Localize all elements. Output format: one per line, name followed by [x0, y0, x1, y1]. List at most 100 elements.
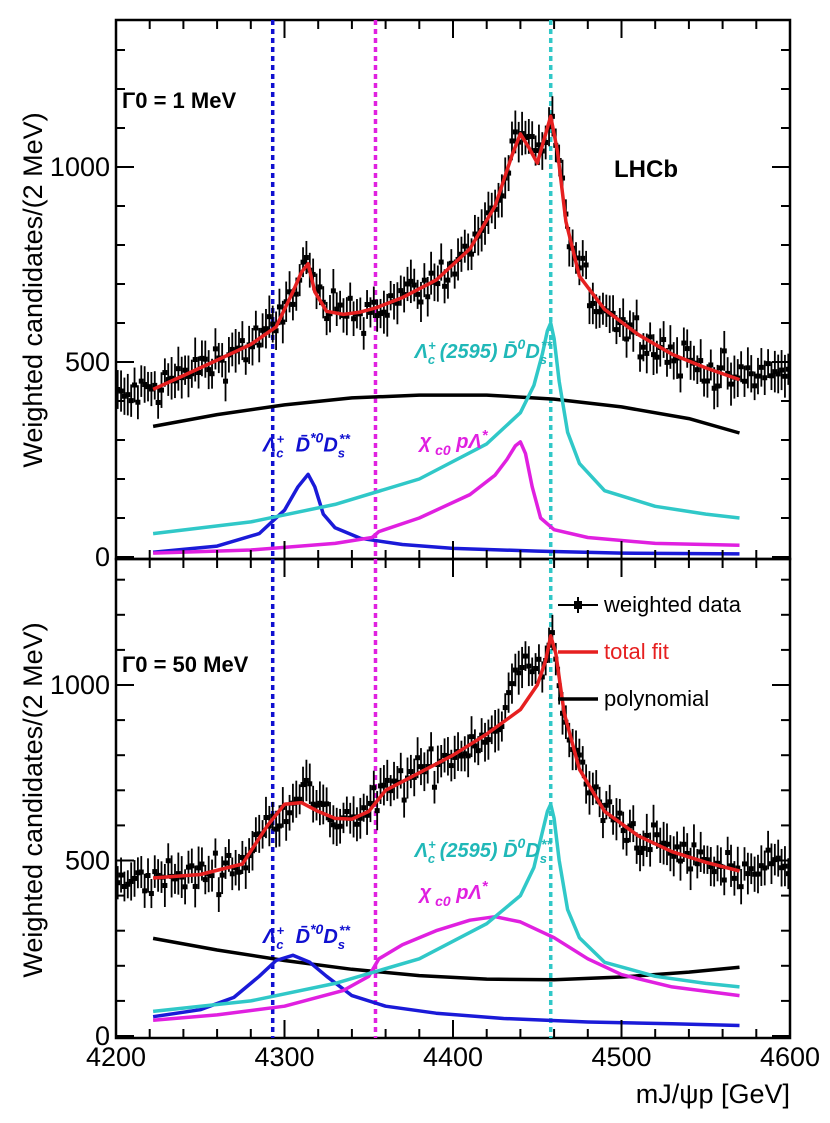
data-point: [125, 373, 131, 416]
data-point: [243, 846, 249, 889]
data-point: [148, 371, 154, 407]
data-point: [627, 310, 633, 340]
data-point: [209, 859, 215, 892]
component-label-3: Λc+ (2595) D̄0Ds**: [414, 835, 553, 866]
data-point: [175, 852, 181, 895]
y-tick-label: 500: [65, 846, 110, 876]
data-point: [634, 299, 640, 336]
data-point: [728, 362, 734, 406]
data-point: [536, 644, 542, 675]
data-point: [499, 711, 505, 742]
data-point: [128, 384, 134, 417]
data-point: [223, 361, 229, 402]
bottom-plot-frame: [114, 557, 792, 1040]
data-point: [317, 781, 323, 826]
component-label-2: χ c0 pΛ*: [418, 427, 489, 458]
data-point: [762, 850, 768, 886]
data-point: [465, 734, 471, 778]
data-point: [155, 859, 161, 892]
data-point: [688, 847, 694, 891]
x-tick-label: 4500: [591, 1042, 651, 1072]
data-point: [297, 784, 303, 815]
data-point: [330, 805, 336, 845]
data-point: [202, 340, 208, 378]
data-point: [162, 358, 168, 387]
data-point: [586, 287, 592, 325]
data-point: [620, 811, 626, 850]
curve-c-d-ds: [152, 472, 740, 556]
data-point: [664, 823, 670, 866]
data-point: [779, 848, 785, 887]
data-point: [671, 342, 677, 380]
data-point: [775, 839, 781, 877]
data-point: [270, 305, 276, 343]
data-point: [125, 870, 131, 899]
data-point: [738, 868, 744, 905]
data-point: [428, 251, 434, 295]
data-point: [785, 353, 791, 385]
data-point: [334, 292, 340, 326]
data-point: [118, 857, 124, 893]
data-point: [256, 814, 262, 853]
data-point: [742, 847, 748, 881]
data-point: [711, 367, 717, 410]
curve-polynomial: [152, 393, 740, 435]
data-point: [243, 344, 249, 375]
data-point: [725, 357, 731, 390]
data-point: [196, 356, 202, 389]
data-point: [758, 845, 764, 886]
data-point: [418, 748, 424, 786]
data-point: [421, 263, 427, 298]
data-point: [715, 845, 721, 882]
data-point: [583, 764, 589, 804]
data-point: [142, 873, 148, 908]
data-point: [704, 845, 710, 874]
data-point: [745, 852, 751, 895]
data-point: [580, 240, 586, 277]
data-point: [283, 281, 289, 322]
data-point: [263, 796, 269, 839]
y-tick-label: 0: [95, 542, 110, 572]
data-point: [351, 301, 357, 337]
data-point: [212, 838, 218, 868]
data-point: [677, 359, 683, 393]
data-point: [384, 293, 390, 337]
data-point: [327, 295, 333, 333]
data-point: [192, 337, 198, 382]
data-point: [431, 770, 437, 804]
top-panel: 0 500 1000 Weighted candidates/(2 MeV) Γ0 …: [18, 18, 792, 572]
data-point: [583, 250, 589, 280]
data-point: [731, 861, 737, 896]
data-point: [280, 300, 286, 344]
data-point: [610, 295, 616, 332]
data-point: [367, 784, 373, 823]
data-point: [489, 192, 495, 224]
data-point: [196, 846, 202, 890]
data-point: [529, 121, 535, 152]
data-point: [334, 807, 340, 846]
data-point: [485, 191, 491, 234]
data-point: [138, 365, 144, 397]
data-point: [694, 355, 700, 385]
curve-c0-p: [152, 914, 740, 1022]
legend-entry: polynomial: [558, 686, 709, 711]
curve-c-d-ds: [152, 953, 740, 1028]
data-point: [135, 857, 141, 889]
data-point: [752, 856, 758, 892]
x-tick-label: 4200: [86, 1042, 146, 1072]
data-point: [216, 877, 222, 912]
data-point: [620, 298, 626, 341]
data-point: [708, 847, 714, 887]
curve-total-fit: [152, 114, 741, 391]
data-point: [408, 754, 414, 789]
data-point: [735, 846, 741, 890]
curve-c-2595-d-ds: [152, 802, 740, 1014]
data-point: [307, 763, 313, 804]
component-label-1: Λc+ D̄*0Ds**: [262, 430, 351, 461]
data-point: [742, 365, 748, 397]
component-label-1: Λc+ D̄*0Ds**: [262, 921, 351, 952]
data-point: [661, 321, 667, 358]
data-point: [472, 214, 478, 254]
bottom-y-axis-label: Weighted candidates/(2 MeV): [18, 622, 48, 977]
data-point: [502, 693, 508, 722]
